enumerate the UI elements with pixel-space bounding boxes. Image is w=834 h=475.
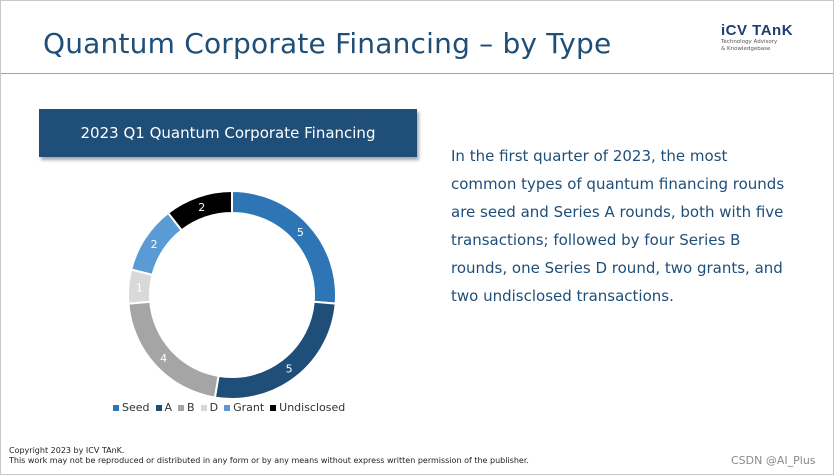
donut-slice-undisclosed (166, 189, 233, 232)
logo-tagline-2: & Knowledgebase (721, 46, 771, 52)
data-label-grant: 2 (151, 238, 158, 251)
slide-title: Quantum Corporate Financing – by Type (43, 27, 612, 60)
legend-swatch-undisclosed (270, 404, 277, 411)
summary-paragraph: In the first quarter of 2023, the most c… (451, 147, 785, 305)
legend-label-grant: Grant (233, 401, 265, 414)
donut-slice-seed (231, 189, 337, 305)
legend-item-d: D (200, 401, 219, 414)
legend-label-b: B (187, 401, 195, 414)
data-label-seed: 5 (297, 226, 304, 239)
legend-item-a: A (155, 401, 173, 414)
legend-swatch-d (200, 404, 207, 411)
data-label-d: 1 (136, 281, 143, 294)
legend-label-undisclosed: Undisclosed (279, 401, 346, 414)
legend-item-b: B (178, 401, 195, 414)
copyright-footer: Copyright 2023 by ICV TAnK. This work ma… (9, 446, 529, 466)
disclaimer-line: This work may not be reproduced or distr… (9, 456, 529, 465)
company-logo: iCV TAnK Technology Advisory & Knowledge… (721, 23, 811, 52)
logo-tagline-1: Technology Advisory (721, 39, 778, 45)
donut-slice-a (213, 300, 337, 400)
chart-title-box: 2023 Q1 Quantum Corporate Financing (39, 109, 417, 157)
legend-label-seed: Seed (122, 401, 150, 414)
legend-item-grant: Grant (224, 401, 264, 414)
donut-slice-b (127, 300, 220, 399)
legend-item-seed: Seed (113, 401, 150, 414)
legend-swatch-a (155, 404, 162, 411)
legend-swatch-seed (113, 404, 119, 411)
copyright-line: Copyright 2023 by ICV TAnK. (9, 446, 125, 455)
data-label-a: 5 (286, 362, 293, 375)
legend-label-a: A (164, 401, 173, 414)
watermark: CSDN @AI_Plus (731, 454, 816, 467)
donut-chart: 5 5 4 1 2 2 (127, 189, 337, 400)
legend-label-d: D (209, 401, 219, 414)
legend-swatch-b (178, 404, 185, 411)
data-label-undisclosed: 2 (198, 201, 205, 214)
legend-swatch-grant (224, 404, 231, 411)
chart-legend: Seed A B D Grant Undisclosed (113, 401, 345, 414)
logo-wordmark: iCV TAnK (721, 22, 794, 39)
data-label-b: 4 (160, 352, 167, 365)
legend-item-undisclosed: Undisclosed (270, 401, 345, 414)
title-divider (1, 73, 833, 74)
